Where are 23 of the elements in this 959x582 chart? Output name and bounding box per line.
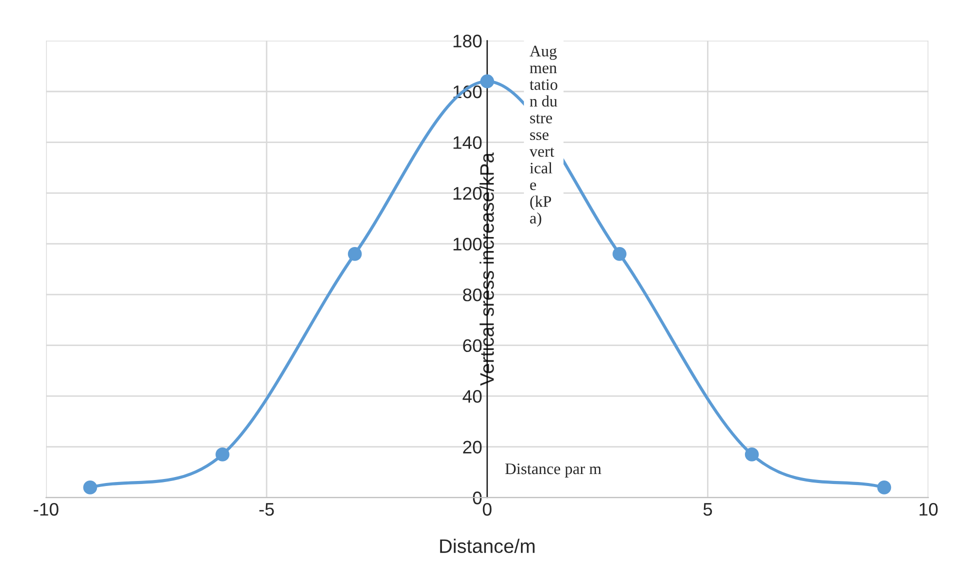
- x-tick-label: 10: [920, 502, 938, 516]
- point: [83, 480, 98, 494]
- y-tick-label: 60: [463, 339, 482, 352]
- y-tick-label: 120: [454, 186, 482, 200]
- x-tick-label: 0: [482, 502, 492, 516]
- y-tick-label: 20: [463, 440, 482, 454]
- point: [480, 74, 494, 88]
- point: [877, 480, 892, 494]
- y-tick-label: 180: [454, 34, 482, 48]
- y-tick-label: 140: [454, 136, 482, 149]
- x-tick-label: -5: [259, 503, 274, 516]
- x-tick-label: -10: [34, 502, 58, 516]
- y-tick-label: 40: [462, 390, 482, 403]
- y-tick-label: 100: [454, 238, 482, 251]
- annotation: Distance par m: [505, 463, 602, 478]
- point: [348, 247, 362, 261]
- point: [216, 448, 230, 462]
- x-tick-label: 5: [703, 503, 712, 516]
- point: [612, 247, 626, 261]
- text: Aug men tatio n du stre sse vert ical e (kP a): [530, 46, 558, 227]
- point: [744, 448, 759, 462]
- x-axis-title: Distance/m: [440, 538, 535, 554]
- y-tick-label: 80: [463, 288, 482, 302]
